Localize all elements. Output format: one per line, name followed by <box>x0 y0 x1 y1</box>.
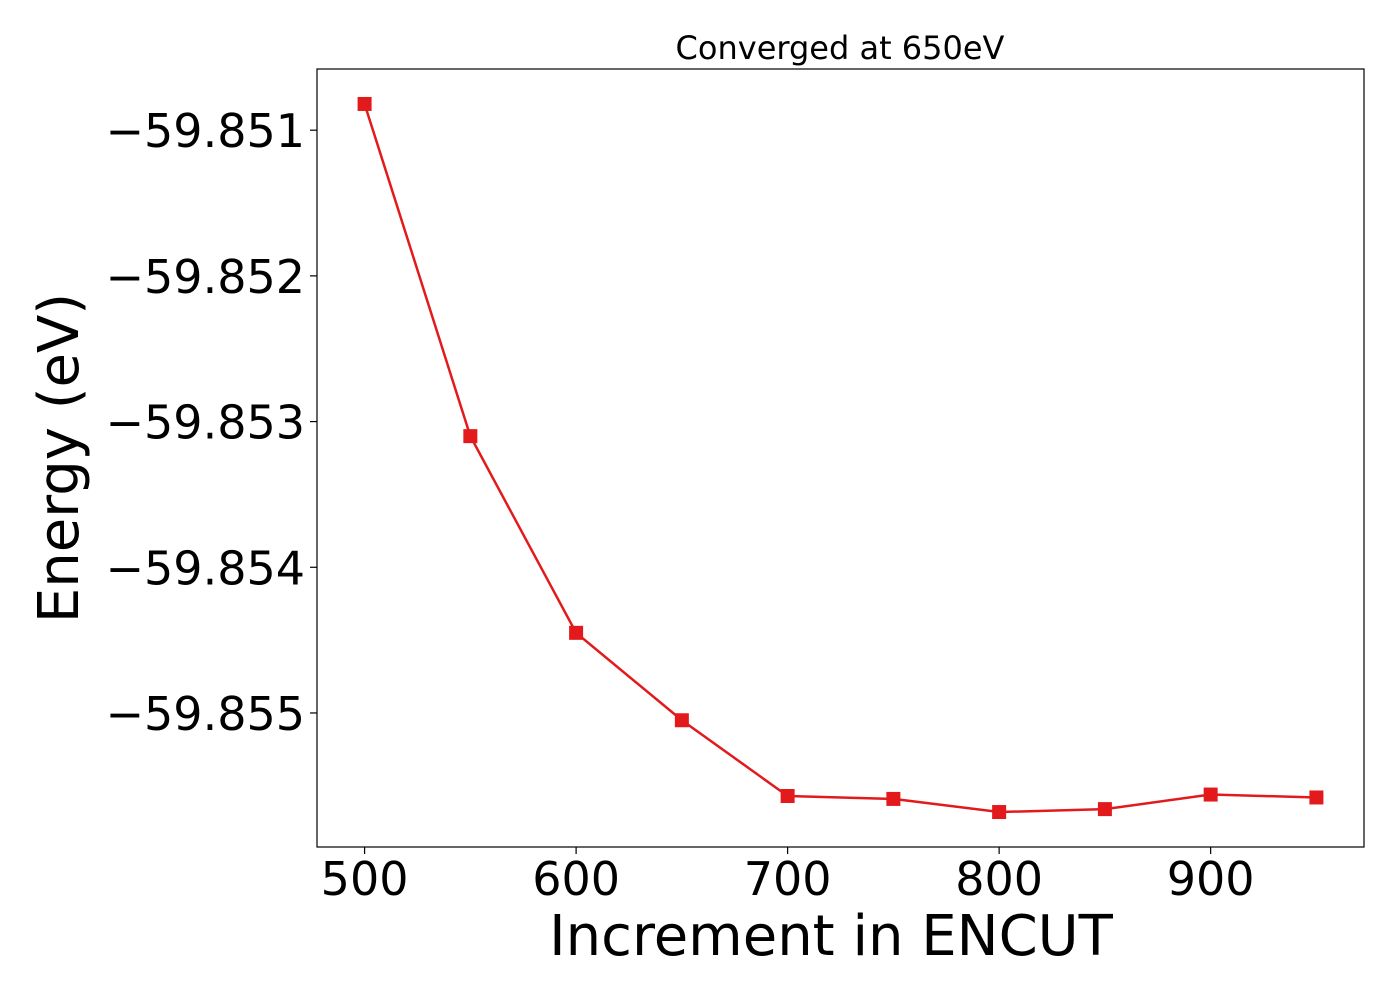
data-point-marker <box>569 625 584 640</box>
y-axis-label: Energy (eV) <box>27 293 92 623</box>
x-tick-label: 800 <box>955 852 1043 906</box>
y-tick-label: −59.851 <box>106 104 306 158</box>
data-point-marker <box>463 429 478 444</box>
x-axis-label: Increment in ENCUT <box>549 904 1114 969</box>
data-point-marker <box>992 805 1007 820</box>
data-point-marker <box>1097 802 1112 817</box>
x-tick-label: 700 <box>744 852 832 906</box>
x-tick-label: 900 <box>1167 852 1255 906</box>
y-tick-label: −59.852 <box>106 250 306 304</box>
data-point-marker <box>674 713 689 728</box>
data-point-marker <box>780 789 795 804</box>
data-point-marker <box>1309 790 1324 805</box>
energy-series-line <box>363 103 1317 814</box>
x-axis: 500 600 700 800 900 <box>321 847 1255 906</box>
data-point-marker <box>357 96 372 111</box>
chart-title: Converged at 650eV <box>676 29 1005 67</box>
data-point-marker <box>1203 787 1218 802</box>
y-tick-label: −59.855 <box>106 687 306 741</box>
y-tick-label: −59.853 <box>106 396 306 450</box>
data-point-marker <box>886 791 901 806</box>
x-tick-label: 600 <box>532 852 620 906</box>
y-axis: −59.851 −59.852 −59.853 −59.854 −59.855 <box>106 104 317 741</box>
y-tick-label: −59.854 <box>106 541 306 595</box>
series-layer <box>357 96 1324 820</box>
plot-area-frame <box>316 68 1365 848</box>
x-tick-label: 500 <box>321 852 409 906</box>
